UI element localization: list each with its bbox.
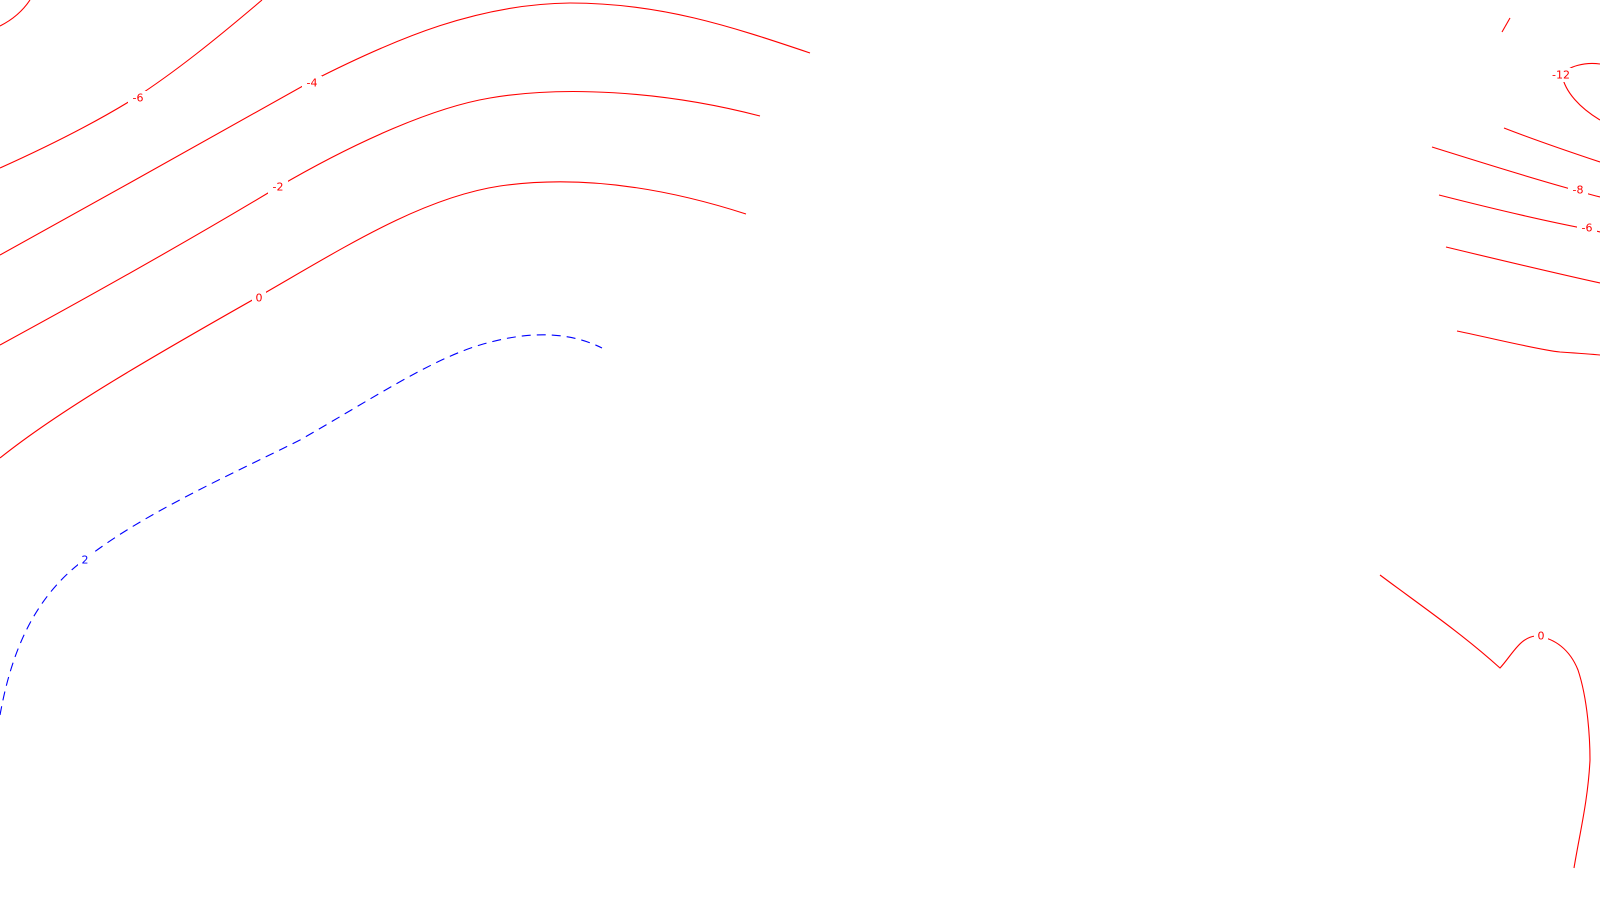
contour-line-neg6-left [0, 0, 263, 169]
contour-line-top-left-corner [0, 0, 31, 27]
contour-label-neg2-left: -2 [273, 181, 284, 194]
contour-label-neg12-right: -12 [1552, 69, 1570, 82]
contour-line-right-middle [1445, 246, 1600, 284]
contour-line-neg4-left [0, 2, 811, 256]
contour-label-pos2-left: 2 [82, 554, 89, 567]
contour-line-zero-left [0, 181, 747, 459]
contour-line-right-short-tick [1501, 17, 1511, 33]
contour-line-neg2-left [0, 90, 761, 346]
contour-line-right-lower [1456, 330, 1600, 356]
contour-labels: -6 -4 -2 0 2 -12 -8 -6 0 [78, 68, 1597, 643]
contour-label-neg4-left: -4 [307, 77, 318, 90]
contour-line-zero-right [1379, 574, 1591, 869]
contour-line-pos2-left [0, 334, 603, 716]
contour-label-neg8-right: -8 [1573, 184, 1584, 197]
contour-label-zero-right: 0 [1538, 630, 1545, 643]
contour-line-right-upper [1503, 127, 1600, 163]
contour-line-neg6-right [1438, 194, 1600, 233]
contour-line-neg8-right [1431, 146, 1600, 198]
contour-label-neg6-left: -6 [133, 92, 144, 105]
contour-label-neg6-right: -6 [1582, 222, 1593, 235]
contour-label-zero-left: 0 [256, 292, 263, 305]
